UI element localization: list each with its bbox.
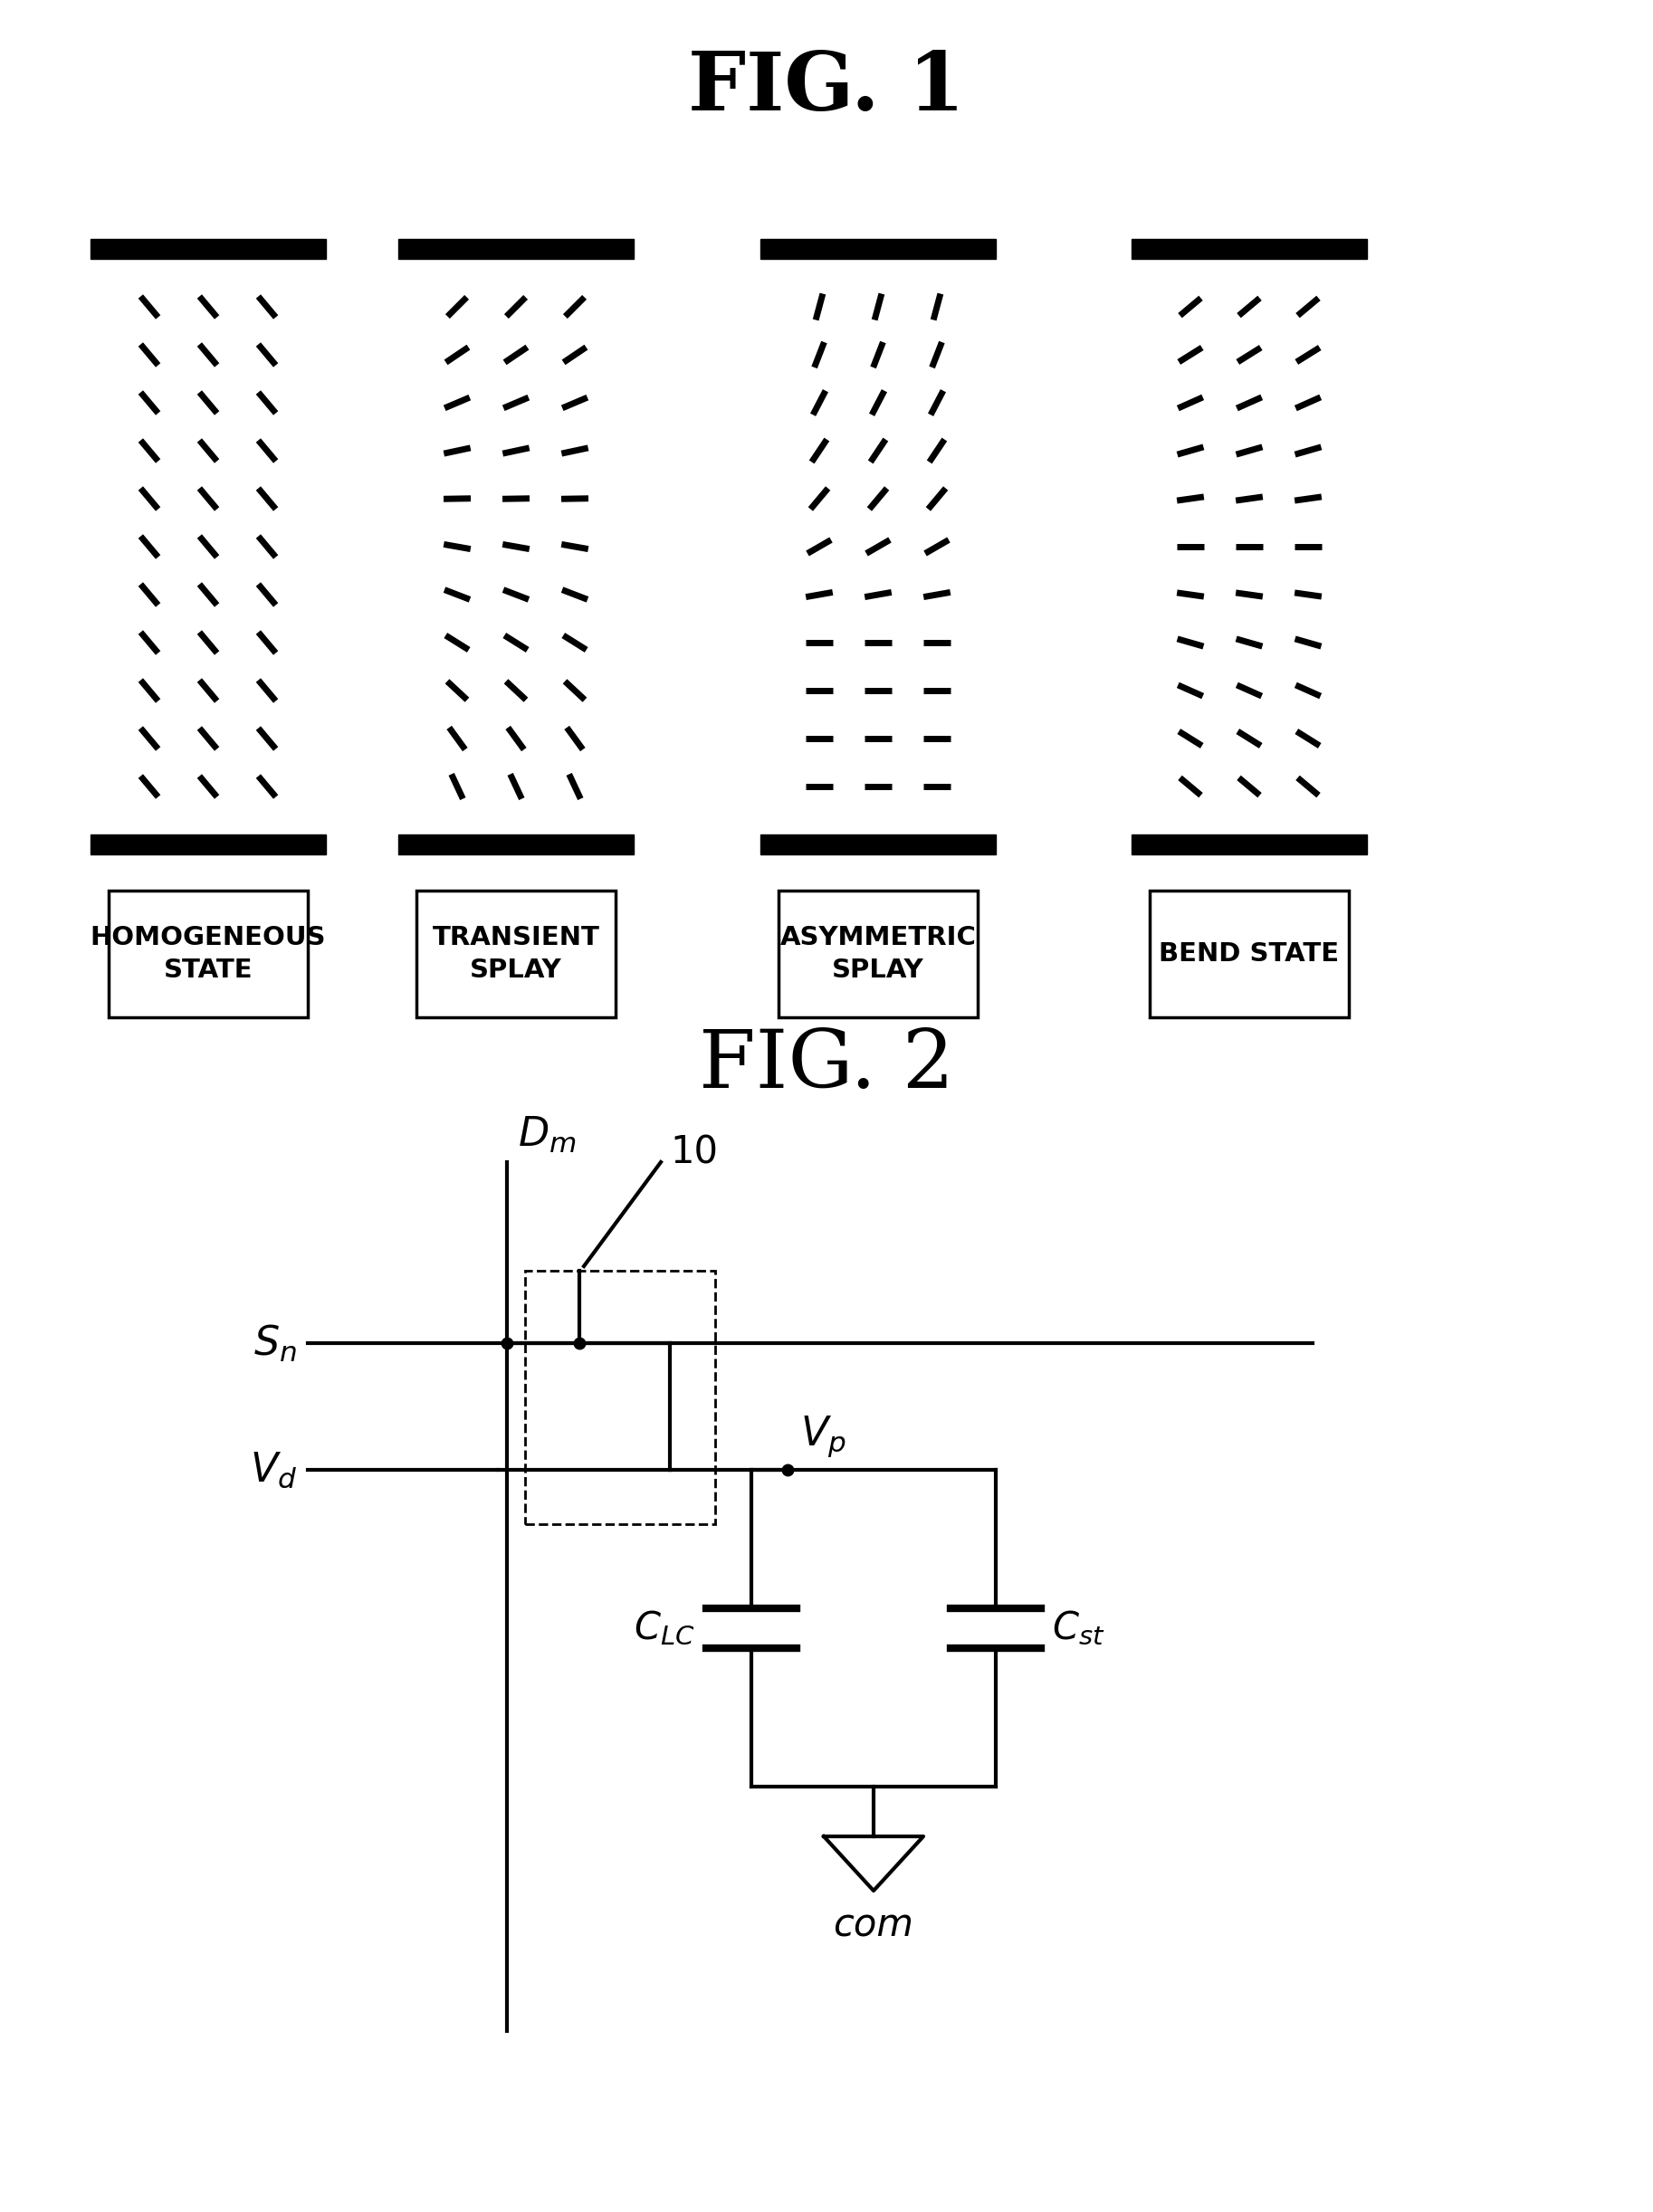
Text: 10: 10 <box>669 1135 717 1172</box>
Bar <box>526 1270 716 1524</box>
Text: $C_{st}$: $C_{st}$ <box>1051 1608 1104 1648</box>
Text: BEND STATE: BEND STATE <box>1159 942 1339 967</box>
Bar <box>760 834 995 854</box>
Bar <box>398 239 633 259</box>
Bar <box>779 891 977 1018</box>
Bar <box>91 239 326 259</box>
Bar <box>398 834 633 854</box>
Text: $C_{LC}$: $C_{LC}$ <box>635 1608 696 1648</box>
Bar <box>1132 239 1367 259</box>
Text: $V_d$: $V_d$ <box>250 1451 298 1489</box>
Text: ASYMMETRIC
SPLAY: ASYMMETRIC SPLAY <box>780 925 977 984</box>
Text: HOMOGENEOUS
STATE: HOMOGENEOUS STATE <box>91 925 326 984</box>
Text: com: com <box>833 1907 914 1944</box>
Bar <box>109 891 307 1018</box>
Bar <box>91 834 326 854</box>
Text: $D_m$: $D_m$ <box>517 1115 577 1155</box>
Text: FIG. 2: FIG. 2 <box>699 1026 954 1106</box>
Text: FIG. 1: FIG. 1 <box>688 49 965 128</box>
Bar <box>760 239 995 259</box>
Bar <box>417 891 615 1018</box>
Text: $V_p$: $V_p$ <box>800 1413 846 1460</box>
Text: $S_n$: $S_n$ <box>253 1323 298 1363</box>
Bar <box>1132 834 1367 854</box>
Text: TRANSIENT
SPLAY: TRANSIENT SPLAY <box>433 925 600 984</box>
Bar <box>1150 891 1349 1018</box>
